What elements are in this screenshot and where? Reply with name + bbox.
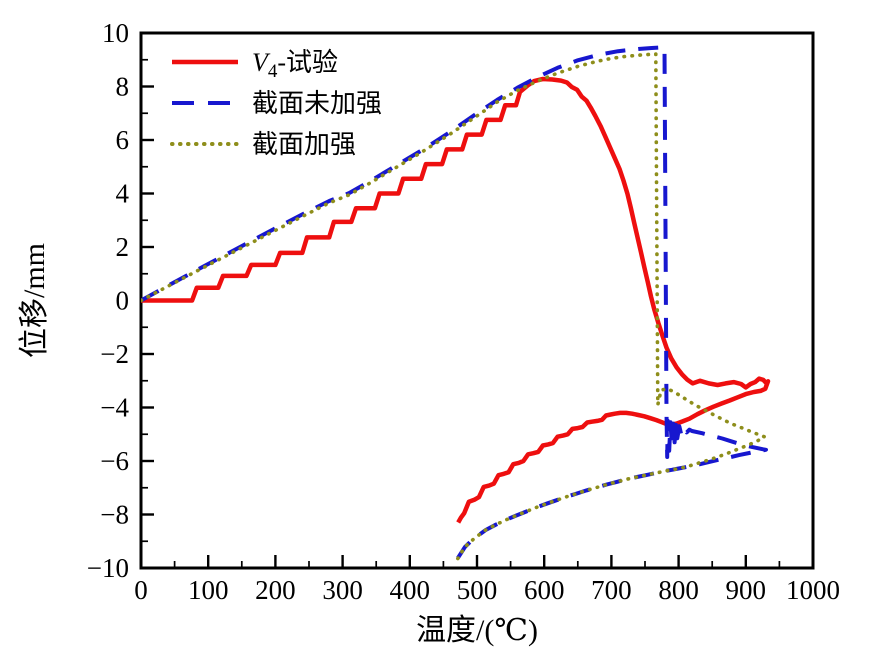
y-axis-tick-label: 6 [116, 125, 130, 155]
x-axis-tick-label: 100 [188, 575, 229, 605]
x-axis-tick-label: 0 [134, 575, 148, 605]
y-axis-tick-label: −8 [100, 500, 129, 530]
y-axis-tick-label: −10 [87, 553, 129, 583]
y-axis-tick-label: 0 [116, 286, 130, 316]
series-line-1-dashed [141, 45, 768, 564]
y-axis-tick-label: 8 [116, 72, 130, 102]
x-axis-tick-label: 500 [457, 575, 498, 605]
y-axis-tick-label: −4 [100, 393, 129, 423]
y-axis-tick-label: −2 [100, 339, 129, 369]
series-line-2-dotted [141, 52, 767, 563]
x-axis-tick-label: 200 [255, 575, 296, 605]
x-axis-tick-label: 600 [524, 575, 565, 605]
y-axis-tick-label: −6 [100, 446, 129, 476]
x-axis-tick-label: 800 [658, 575, 699, 605]
y-axis-tick-label: 10 [102, 18, 129, 48]
x-axis-tick-label: 1000 [786, 575, 840, 605]
x-axis-tick-label: 900 [726, 575, 767, 605]
legend-label-1: 截面未加强 [252, 89, 382, 118]
plot-frame [139, 31, 815, 570]
series-line-0-solid [141, 76, 771, 524]
x-axis-tick-label: 300 [322, 575, 363, 605]
x-axis-tick-label: 700 [591, 575, 632, 605]
x-axis-title: 温度/(℃) [416, 614, 538, 647]
x-axis-tick-label: 400 [390, 575, 431, 605]
legend-label-2: 截面加强 [252, 130, 356, 159]
legend-label-0: V4-试验 [252, 48, 338, 82]
y-axis-tick-label: 4 [116, 179, 130, 209]
y-axis-tick-label: 2 [116, 232, 130, 262]
y-axis-title: 位移/mm [18, 243, 51, 358]
